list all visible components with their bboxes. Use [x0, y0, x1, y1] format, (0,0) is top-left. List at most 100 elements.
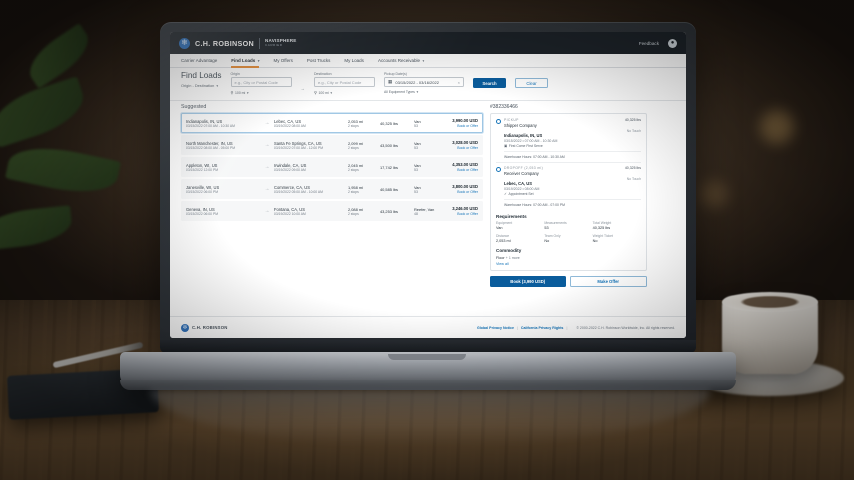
requirement-key: Distance — [496, 234, 510, 239]
product-name: NAVISPHERE CARRIER — [265, 38, 297, 47]
table-row[interactable]: North Manchester, IN, US 03/15/2022 08:0… — [181, 135, 483, 156]
laptop-lid-chin — [160, 340, 696, 353]
chevron-down-icon: ▾ — [216, 83, 219, 88]
destination-radius-selector[interactable]: ⚲ 100 mi ▾ — [314, 90, 375, 95]
route-arrow-icon: → — [264, 142, 270, 149]
global-privacy-notice-link[interactable]: Global Privacy Notice — [477, 325, 514, 330]
nav-item-post-trucks[interactable]: Post Trucks — [307, 54, 331, 68]
book-or-offer-link[interactable]: Book or Offer — [457, 189, 478, 194]
nav-item-carrier-advantage[interactable]: Carrier Advantage — [181, 54, 217, 68]
bokeh-light — [700, 180, 728, 208]
pickup-date-label: Pickup Date(s) — [384, 72, 407, 76]
requirement-value: No — [592, 238, 598, 243]
table-row[interactable]: Geneva, IN, US 03/15/2022 06:00 PM → Fon… — [181, 201, 483, 222]
stops-value: 2 stops — [348, 189, 359, 194]
pickup-date-value: 03/15/2022 - 03/16/2022 — [395, 79, 439, 85]
chevron-down-icon: ▾ — [416, 90, 419, 95]
origin-datetime: 03/15/2022 12:00 PM — [186, 167, 218, 172]
nav-item-find-loads[interactable]: Find Loads ▾ — [231, 54, 260, 68]
map-pin-icon: ⚲ — [314, 90, 317, 96]
nav-item-accounts-receivable[interactable]: Accounts Receivable ▾ — [378, 54, 424, 68]
clear-button[interactable]: Clear — [515, 78, 549, 88]
topbar-actions: Feedback ● — [638, 38, 677, 48]
requirement-equipment: Equipment Van — [496, 221, 544, 231]
table-row[interactable]: Indianapolis, IN, US 03/15/2022 07:00 AM… — [181, 113, 483, 134]
row-equipment: Van 53 — [414, 119, 442, 129]
requirement-distance: Distance 2,053 mi — [496, 234, 544, 244]
coffee-cup-rim — [722, 292, 818, 312]
load-list: Indianapolis, IN, US 03/15/2022 07:00 AM… — [181, 113, 483, 222]
row-origin: Appleton, WI, US 03/15/2022 12:00 PM — [186, 163, 260, 172]
dropoff-details: DROPOFF (2,053 mi) 40,325 lbs Receiver C… — [504, 166, 641, 207]
origin-radius-selector[interactable]: ⚲ 100 mi ▾ — [231, 90, 292, 95]
pickup-header: PICKUP 40,325 lbs — [504, 118, 641, 122]
origin-city: Indianapolis, IN, US — [186, 118, 223, 124]
row-destination: Commerce, CA, US 03/19/2022 05:00 AM - 1… — [274, 185, 348, 194]
origin-datetime: 03/15/2022 07:00 AM - 10:30 AM — [186, 123, 235, 128]
row-origin: Indianapolis, IN, US 03/15/2022 07:00 AM… — [186, 119, 260, 128]
book-button[interactable]: Book (3,990 USD) — [490, 275, 566, 287]
snowflake-icon: ❄ — [179, 37, 190, 49]
table-row[interactable]: Appleton, WI, US 03/15/2022 12:00 PM → I… — [181, 157, 483, 178]
pickup-touch: No Touch — [626, 128, 641, 133]
book-or-offer-link[interactable]: Book or Offer — [457, 145, 478, 150]
feedback-link[interactable]: Feedback — [638, 40, 659, 46]
dropoff-touch: No Touch — [626, 176, 641, 181]
requirement-value: Van — [496, 225, 503, 230]
equipment-type: Van — [414, 140, 421, 146]
pickup-stop: PICKUP 40,325 lbs Shipper Company No Tou… — [496, 118, 641, 161]
equipment-type: Reefer, Van — [414, 206, 435, 212]
pickup-date-input[interactable]: ▦ 03/15/2022 - 03/16/2022 × — [384, 77, 465, 88]
destination-label: Destination — [314, 72, 332, 76]
dropoff-stop: DROPOFF (2,053 mi) 40,325 lbs Receiver C… — [496, 161, 641, 210]
copyright-text: © 2000-2022 C.H. Robinson Worldwide, Inc… — [576, 325, 675, 330]
dest-datetime: 03/19/2022 05:00 AM - 10:00 AM — [274, 189, 323, 194]
origin-input[interactable]: e.g., City or Postal Code — [230, 77, 292, 88]
distance-value: 2,088 mi — [348, 206, 363, 212]
dropoff-warehouse-hours: Warehouse Hours: 07:00 AM - 07:00 PM — [504, 199, 641, 207]
stop-marker-icon — [496, 119, 501, 125]
view-all-link[interactable]: View all — [496, 261, 509, 266]
price-value: 3,028.00 USD — [452, 140, 478, 146]
pickup-details: PICKUP 40,325 lbs Shipper Company No Tou… — [504, 118, 641, 159]
book-or-offer-link[interactable]: Book or Offer — [457, 211, 478, 216]
california-privacy-rights-link[interactable]: California Privacy Rights — [520, 325, 564, 330]
destination-input[interactable]: e.g., City or Postal Code — [314, 77, 376, 88]
dest-city: Lebec, CA, US — [274, 118, 302, 124]
nav-item-my-offers[interactable]: My Offers — [273, 54, 292, 68]
chevron-down-icon: ▾ — [422, 58, 425, 63]
search-button[interactable]: Search — [473, 78, 507, 88]
distance-value: 2,045 mi — [348, 162, 363, 168]
route-arrow-icon: → — [264, 186, 270, 193]
book-or-offer-link[interactable]: Book or Offer — [457, 167, 478, 172]
requirement-key: Measurements — [544, 221, 567, 226]
book-or-offer-link[interactable]: Book or Offer — [457, 123, 478, 128]
dest-datetime: 03/19/2022 08:00 AM — [274, 123, 306, 128]
origin-city: North Manchester, IN, US — [186, 140, 233, 146]
laptop-base-front — [120, 380, 736, 390]
dropoff-company: Receiver Company — [504, 170, 539, 176]
equipment-size: 53 — [414, 145, 418, 150]
price-value: 4,353.00 USD — [452, 162, 478, 168]
bokeh-light — [760, 110, 794, 144]
pickup-warehouse-hours: Warehouse Hours: 07:00 AM - 10:30 AM — [504, 151, 641, 159]
row-price: 3,990.00 USD Book or Offer — [452, 118, 478, 128]
row-origin: Janesville, WI, US 03/15/2022 06:00 PM — [186, 185, 260, 194]
clear-date-icon[interactable]: × — [457, 79, 461, 85]
row-price: 3,028.00 USD Book or Offer — [452, 140, 478, 150]
user-avatar-icon[interactable]: ● — [668, 38, 677, 48]
row-weight: 17,742 lbs — [380, 164, 398, 170]
brand-logo[interactable]: ❄ C.H. ROBINSON NAVISPHERE CARRIER — [179, 37, 297, 49]
route-arrow-icon: → — [264, 120, 270, 127]
search-mode-selector[interactable]: Origin - Destination ▾ — [181, 83, 222, 88]
equipment-type-selector[interactable]: All Equipment Types ▾ — [384, 90, 464, 94]
requirement-value: No — [544, 238, 550, 243]
table-row[interactable]: Janesville, WI, US 03/15/2022 06:00 PM →… — [181, 179, 483, 200]
laptop-screen: ❄ C.H. ROBINSON NAVISPHERE CARRIER Feedb… — [170, 32, 686, 338]
nav-item-my-loads[interactable]: My Loads — [344, 54, 364, 68]
equipment-type-value: All Equipment Types — [384, 90, 415, 95]
dest-city: Santa Fe Springs, CA, US — [274, 140, 322, 146]
row-destination: Fontana, CA, US 03/19/2022 10:00 AM — [274, 207, 348, 216]
dest-city: Commerce, CA, US — [274, 184, 310, 190]
make-offer-button[interactable]: Make Offer — [569, 275, 647, 287]
